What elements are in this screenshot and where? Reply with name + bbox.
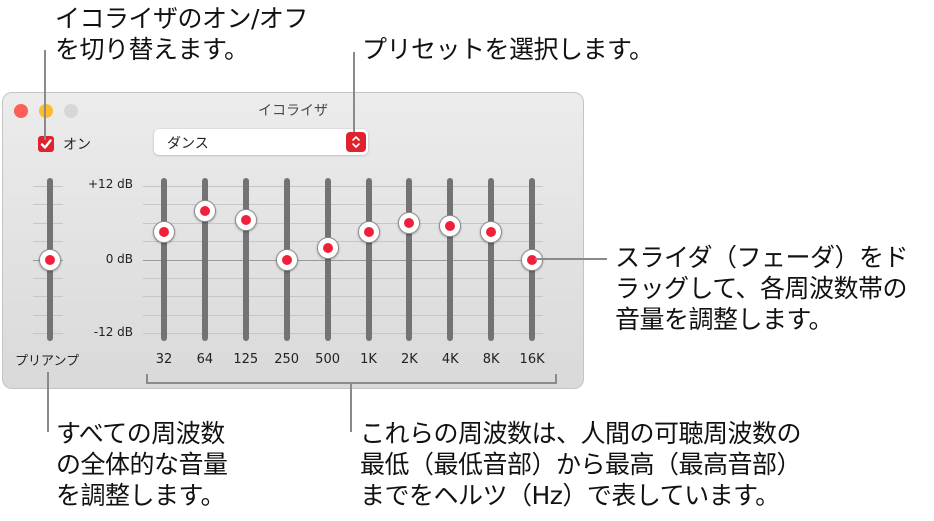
- frequency-label: 32: [155, 352, 173, 367]
- band-slider-knob-125[interactable]: [234, 208, 257, 231]
- band-slider-track-32[interactable]: [161, 178, 167, 341]
- preamp-slider-knob[interactable]: [39, 249, 61, 271]
- db-label-top: +12 dB: [88, 177, 133, 191]
- grid-line: [143, 314, 543, 316]
- leader-toggle: [44, 50, 46, 140]
- band-slider-knob-500[interactable]: [316, 236, 339, 259]
- band-slider-knob-250[interactable]: [275, 249, 298, 271]
- equalizer-on-checkbox[interactable]: [38, 136, 54, 152]
- leader-frequencies: [350, 382, 352, 432]
- window-title: イコライザ: [258, 103, 328, 119]
- leader-slider: [535, 258, 607, 260]
- band-slider-knob-8K[interactable]: [480, 221, 503, 244]
- leader-preset: [353, 52, 355, 132]
- band-slider-knob-16K[interactable]: [521, 249, 544, 271]
- frequency-label: 2K: [400, 352, 418, 367]
- band-slider-knob-2K[interactable]: [398, 212, 421, 234]
- band-slider-track-4K[interactable]: [447, 178, 454, 341]
- callout-preset: プリセットを選択します。: [362, 35, 654, 64]
- frequency-label: 8K: [482, 352, 500, 367]
- equalizer-on-label: オン: [63, 137, 91, 153]
- frequency-label: 125: [233, 352, 259, 367]
- frequency-label: 250: [274, 352, 300, 367]
- callout-slider: スライダ（フェーダ）をド ラッグして、各周波数帯の 音量を調整します。: [615, 243, 909, 334]
- zoom-button[interactable]: [64, 104, 78, 118]
- grid-line: [143, 222, 543, 224]
- preset-value: ダンス: [167, 136, 209, 152]
- up-down-chevron-icon[interactable]: [346, 132, 366, 152]
- band-slider-track-64[interactable]: [201, 178, 208, 341]
- band-slider-track-500[interactable]: [324, 178, 331, 341]
- band-slider-knob-64[interactable]: [193, 199, 216, 222]
- callout-toggle: イコライザのオン/オフ を切り替えます。: [55, 4, 308, 64]
- db-label-zero: 0 dB: [105, 252, 133, 266]
- frequency-label: 16K: [519, 352, 545, 367]
- grid-line: [143, 241, 543, 243]
- callout-frequencies: これらの周波数は、人間の可聴周波数の 最低（最低音部）から最高（最高音部） まで…: [360, 419, 802, 510]
- grid-line: [143, 186, 543, 187]
- frequency-label: 500: [315, 352, 340, 367]
- leader-preamp: [47, 372, 49, 432]
- band-slider-knob-1K[interactable]: [357, 221, 380, 244]
- band-slider-track-125[interactable]: [242, 178, 249, 341]
- callout-preamp: すべての周波数 の全体的な音量 を調整します。: [56, 419, 228, 510]
- close-button[interactable]: [14, 104, 28, 118]
- frequency-label: 64: [196, 352, 214, 367]
- band-slider-track-1K[interactable]: [365, 178, 372, 341]
- band-slider-knob-4K[interactable]: [439, 215, 462, 238]
- grid-line: [143, 277, 543, 279]
- db-label-bottom: -12 dB: [93, 325, 133, 339]
- minimize-button[interactable]: [39, 104, 53, 118]
- equalizer-window: イコライザ オン ダンス +12 dB 0 dB -12 dB プリアンプ 32…: [2, 92, 584, 389]
- band-slider-track-8K[interactable]: [488, 178, 495, 341]
- preset-popup[interactable]: ダンス: [154, 129, 368, 155]
- preamp-label: プリアンプ: [15, 354, 80, 369]
- band-slider-track-2K[interactable]: [406, 178, 413, 341]
- checkmark-icon: [40, 139, 52, 149]
- band-slider-knob-32[interactable]: [153, 221, 175, 244]
- grid-line: [143, 204, 543, 206]
- zero-db-line: [143, 259, 543, 261]
- frequency-label: 4K: [441, 352, 459, 367]
- frequency-label: 1K: [360, 352, 377, 367]
- grid-line: [143, 296, 543, 298]
- grid-line: [143, 333, 543, 334]
